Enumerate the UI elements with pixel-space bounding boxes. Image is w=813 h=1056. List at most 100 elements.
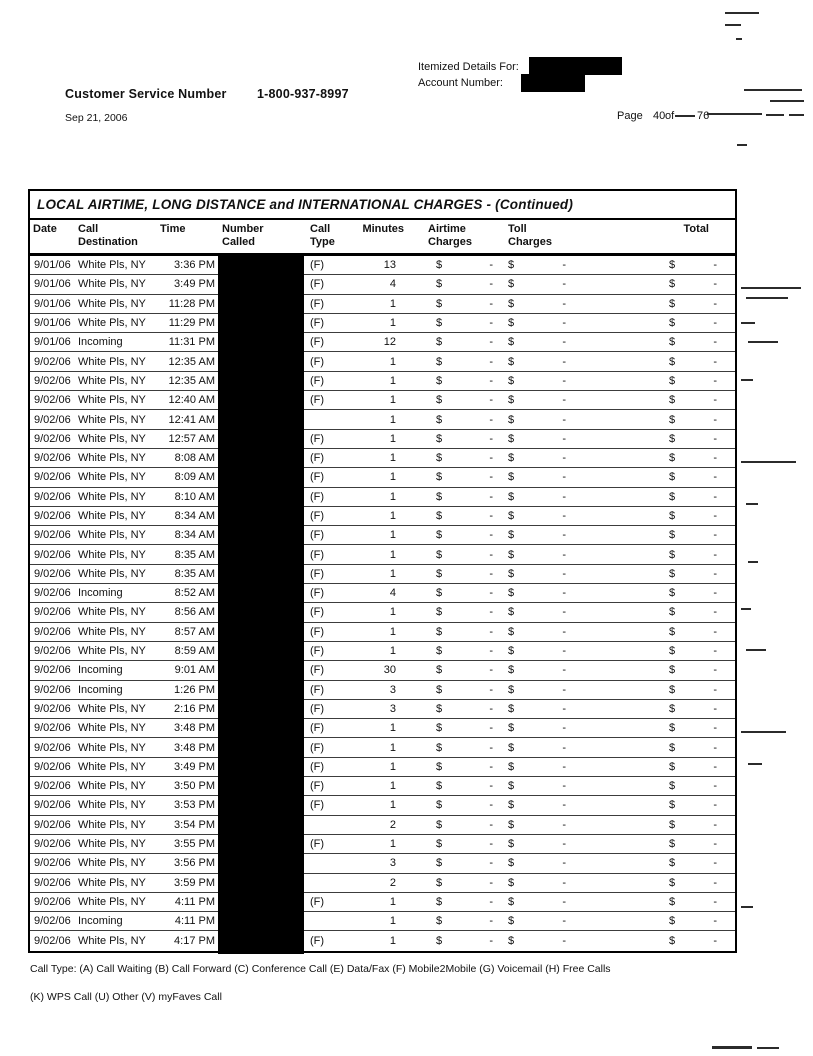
dollar-sign: $ xyxy=(436,683,443,696)
call-destination: White Pls, NY xyxy=(78,722,146,735)
call-minutes: 1 xyxy=(389,297,396,310)
dollar-sign: $ xyxy=(508,587,515,600)
scan-artifact xyxy=(736,38,742,40)
call-minutes: 1 xyxy=(389,722,396,735)
call-time: 8:52 AM xyxy=(174,587,215,600)
call-time: 11:29 PM xyxy=(168,317,215,330)
call-type: (F) xyxy=(310,394,325,407)
call-row: 9/02/06 White Pls, NY 2:16 PM (F) 3 $ - $… xyxy=(30,700,735,720)
airtime-charge: $ - xyxy=(408,256,506,274)
dollar-sign: $ xyxy=(508,741,515,754)
dollar-sign: $ xyxy=(669,722,676,735)
call-type: (F) xyxy=(310,278,325,291)
call-destination: White Pls, NY xyxy=(78,567,146,580)
toll-amount: - xyxy=(562,317,566,330)
col-header-number-called: Number Called xyxy=(222,223,264,248)
airtime-charge: $ - xyxy=(408,777,506,795)
total-amount: - xyxy=(713,664,717,677)
call-destination: White Pls, NY xyxy=(78,857,146,870)
scan-artifact xyxy=(748,341,778,343)
toll-amount: - xyxy=(562,664,566,677)
call-type: (F) xyxy=(310,702,325,715)
airtime-charge: $ - xyxy=(408,333,506,351)
dollar-sign: $ xyxy=(669,278,676,291)
col-header-call-destination: Call Destination xyxy=(78,223,138,248)
call-type: (F) xyxy=(310,452,325,465)
call-time: 8:34 AM xyxy=(174,529,215,542)
airtime-amount: - xyxy=(489,490,493,503)
total-amount: - xyxy=(713,722,717,735)
call-type: (F) xyxy=(310,645,325,658)
toll-charge: $ - xyxy=(506,777,586,795)
scan-artifact xyxy=(741,287,801,289)
scan-artifact xyxy=(741,379,753,381)
total-amount: - xyxy=(713,915,717,928)
call-date: 9/02/06 xyxy=(34,374,71,387)
call-date: 9/02/06 xyxy=(34,548,71,561)
toll-amount: - xyxy=(562,915,566,928)
call-type: (F) xyxy=(310,780,325,793)
call-row: 9/02/06 White Pls, NY 12:57 AM (F) 1 $ - … xyxy=(30,430,735,449)
call-minutes: 1 xyxy=(389,374,396,387)
call-destination: White Pls, NY xyxy=(78,297,146,310)
call-date: 9/02/06 xyxy=(34,895,71,908)
total-amount: - xyxy=(713,374,717,387)
dollar-sign: $ xyxy=(436,645,443,658)
call-minutes: 1 xyxy=(389,915,396,928)
redaction-box-account-number xyxy=(521,74,585,92)
call-time: 3:54 PM xyxy=(174,818,215,831)
call-destination: White Pls, NY xyxy=(78,259,146,272)
call-type: (F) xyxy=(310,935,325,948)
total-charge: $ - xyxy=(661,333,735,351)
airtime-charge: $ - xyxy=(408,449,506,467)
call-time: 12:41 AM xyxy=(168,413,215,426)
airtime-charge: $ - xyxy=(408,661,506,679)
airtime-charge: $ - xyxy=(408,295,506,313)
airtime-amount: - xyxy=(489,741,493,754)
toll-amount: - xyxy=(562,606,566,619)
dollar-sign: $ xyxy=(669,394,676,407)
call-time: 8:57 AM xyxy=(174,625,215,638)
call-row: 9/02/06 White Pls, NY 8:57 AM (F) 1 $ - $… xyxy=(30,623,735,642)
total-amount: - xyxy=(713,625,717,638)
call-time: 8:34 AM xyxy=(174,510,215,522)
call-row: 9/02/06 White Pls, NY 8:34 AM (F) 1 $ - $… xyxy=(30,526,735,546)
call-minutes: 1 xyxy=(389,548,396,561)
call-row: 9/02/06 White Pls, NY 12:41 AM 1 $ - $ - $… xyxy=(30,410,735,430)
total-amount: - xyxy=(713,895,717,908)
toll-amount: - xyxy=(562,432,566,445)
dollar-sign: $ xyxy=(669,297,676,310)
toll-amount: - xyxy=(562,857,566,870)
call-row: 9/02/06 White Pls, NY 8:34 AM (F) 1 $ - $… xyxy=(30,507,735,527)
page-number: 40 xyxy=(653,110,666,122)
airtime-charge: $ - xyxy=(408,372,506,390)
call-row: 9/02/06 White Pls, NY 8:35 AM (F) 1 $ - $… xyxy=(30,565,735,585)
airtime-amount: - xyxy=(489,915,493,928)
airtime-charge: $ - xyxy=(408,584,506,602)
call-time: 3:49 PM xyxy=(174,278,215,291)
call-time: 4:11 PM xyxy=(174,895,215,908)
table-header-row: Date Call Destination Time Number Called C… xyxy=(30,220,735,256)
call-minutes: 1 xyxy=(389,355,396,368)
call-date: 9/02/06 xyxy=(34,355,71,368)
toll-amount: - xyxy=(562,876,566,889)
call-destination: Incoming xyxy=(78,915,123,928)
call-minutes: 1 xyxy=(389,432,396,445)
dollar-sign: $ xyxy=(669,471,676,484)
dollar-sign: $ xyxy=(436,895,443,908)
call-date: 9/02/06 xyxy=(34,683,71,696)
total-amount: - xyxy=(713,452,717,465)
airtime-amount: - xyxy=(489,452,493,465)
airtime-charge: $ - xyxy=(408,835,506,853)
dollar-sign: $ xyxy=(436,336,443,349)
dollar-sign: $ xyxy=(669,374,676,387)
dollar-sign: $ xyxy=(669,336,676,349)
call-time: 9:01 AM xyxy=(174,664,215,677)
dollar-sign: $ xyxy=(669,895,676,908)
toll-charge: $ - xyxy=(506,700,586,718)
dollar-sign: $ xyxy=(508,645,515,658)
total-amount: - xyxy=(713,818,717,831)
call-minutes: 1 xyxy=(389,510,396,522)
dollar-sign: $ xyxy=(669,876,676,889)
toll-charge: $ - xyxy=(506,295,586,313)
